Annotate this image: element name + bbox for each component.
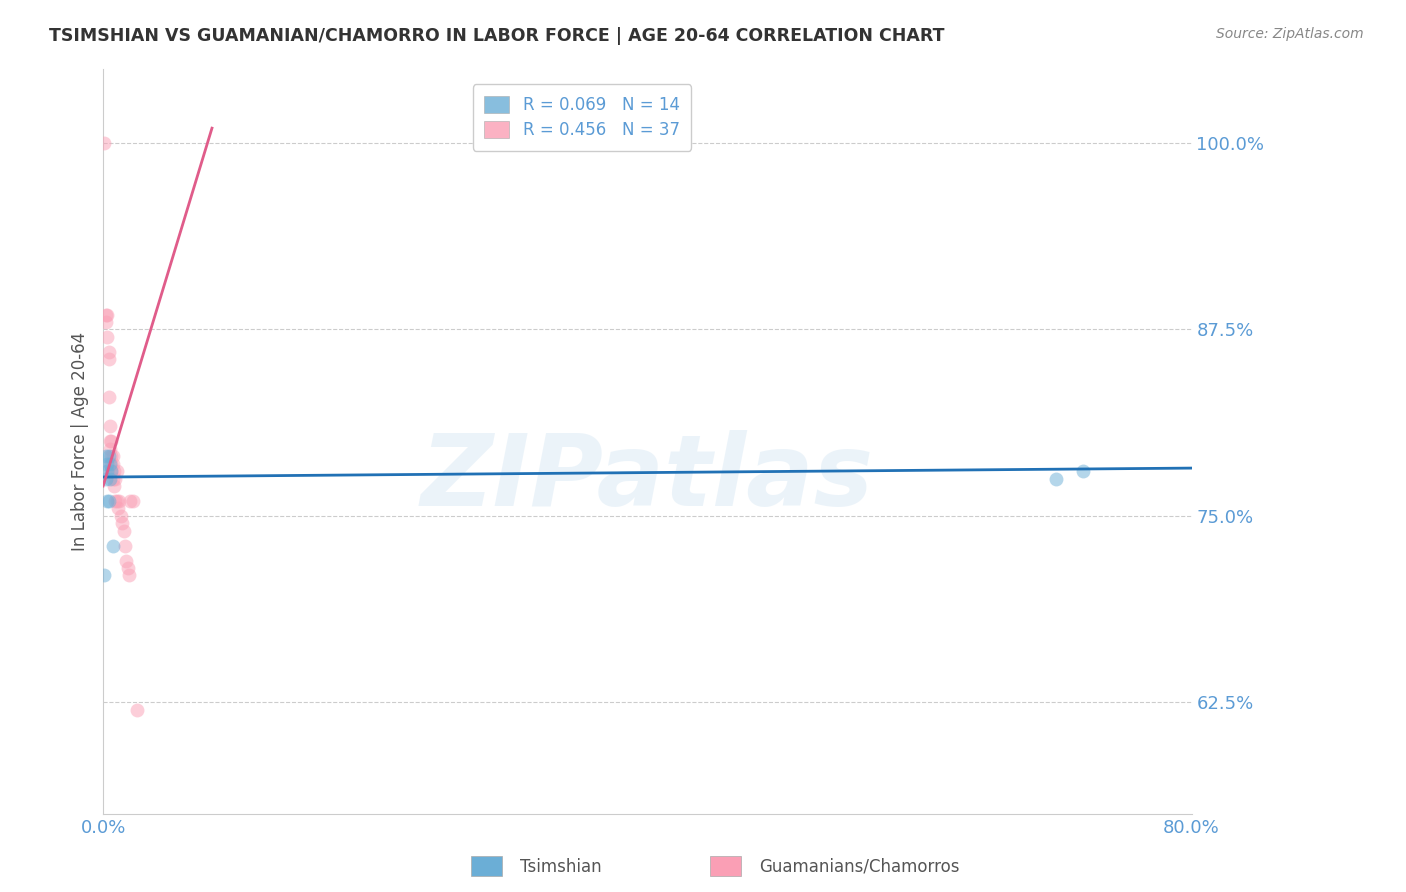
Point	[103, 479, 125, 493]
Point	[96, 494, 118, 508]
Point	[100, 449, 122, 463]
Point	[114, 539, 136, 553]
Point	[108, 494, 131, 508]
Text: ZIPatlas: ZIPatlas	[420, 430, 875, 527]
Point	[94, 471, 117, 485]
Point	[96, 457, 118, 471]
FancyBboxPatch shape	[710, 856, 741, 876]
Text: Source: ZipAtlas.com: Source: ZipAtlas.com	[1216, 27, 1364, 41]
Point	[1071, 464, 1094, 478]
Point	[100, 434, 122, 449]
Point	[97, 449, 120, 463]
Point	[100, 464, 122, 478]
Point	[110, 508, 132, 523]
Point	[97, 390, 120, 404]
Point	[127, 703, 149, 717]
Point	[105, 494, 128, 508]
Point	[104, 471, 127, 485]
Point	[94, 315, 117, 329]
Point	[101, 457, 124, 471]
Point	[97, 494, 120, 508]
Point	[100, 457, 122, 471]
Point	[117, 561, 139, 575]
Point	[96, 308, 118, 322]
Point	[98, 442, 121, 456]
FancyBboxPatch shape	[471, 856, 502, 876]
Point	[101, 539, 124, 553]
Point	[98, 471, 121, 485]
Point	[118, 568, 141, 582]
Point	[96, 330, 118, 344]
Legend: R = 0.069   N = 14, R = 0.456   N = 37: R = 0.069 N = 14, R = 0.456 N = 37	[472, 85, 692, 151]
Point	[94, 308, 117, 322]
Point	[101, 471, 124, 485]
Y-axis label: In Labor Force | Age 20-64: In Labor Force | Age 20-64	[72, 332, 89, 551]
Point	[107, 501, 129, 516]
Point	[98, 457, 121, 471]
Point	[105, 464, 128, 478]
Point	[103, 464, 125, 478]
Point	[97, 344, 120, 359]
Text: Tsimshian: Tsimshian	[520, 858, 602, 876]
Point	[1045, 471, 1067, 485]
Point	[97, 352, 120, 367]
Point	[120, 494, 142, 508]
Point	[98, 434, 121, 449]
Point	[93, 568, 115, 582]
Point	[101, 449, 124, 463]
Point	[94, 449, 117, 463]
Point	[122, 494, 145, 508]
Point	[112, 524, 135, 538]
Text: Guamanians/Chamorros: Guamanians/Chamorros	[759, 858, 960, 876]
Point	[100, 464, 122, 478]
Point	[96, 464, 118, 478]
Text: TSIMSHIAN VS GUAMANIAN/CHAMORRO IN LABOR FORCE | AGE 20-64 CORRELATION CHART: TSIMSHIAN VS GUAMANIAN/CHAMORRO IN LABOR…	[49, 27, 945, 45]
Point	[104, 494, 127, 508]
Point	[115, 553, 138, 567]
Point	[111, 516, 134, 531]
Point	[98, 419, 121, 434]
Point	[93, 136, 115, 150]
